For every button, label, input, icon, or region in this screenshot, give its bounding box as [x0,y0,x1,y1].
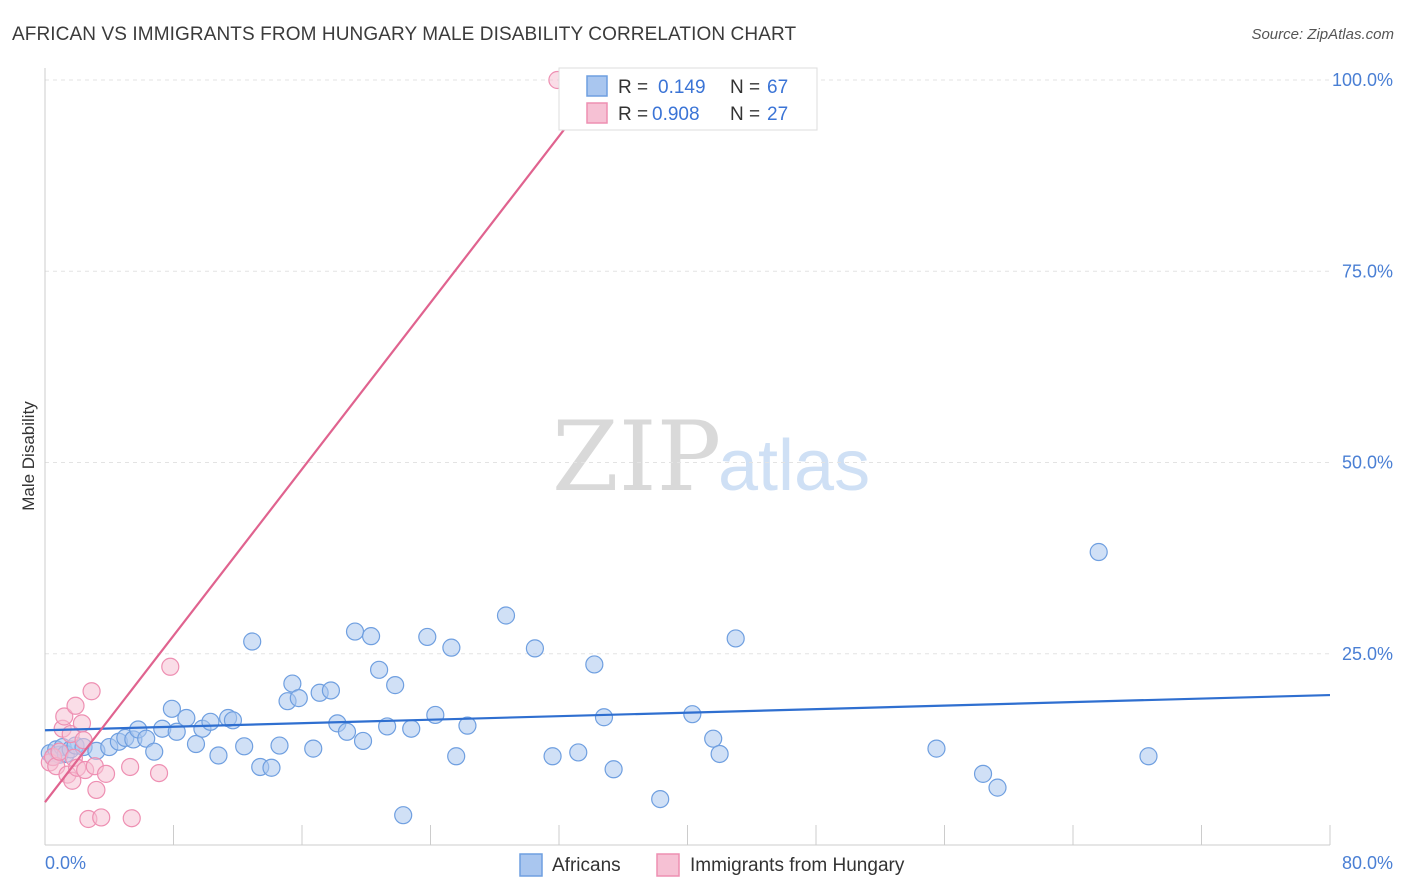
y-tick-label-1: 50.0% [1342,453,1393,473]
y-tick-label-3: 100.0% [1332,70,1393,90]
hungary-point-19 [92,808,111,827]
watermark-zip: ZIP [552,401,721,513]
africans-point-62 [704,729,723,748]
y-tick-label-2: 75.0% [1342,261,1393,281]
africans-point-58 [594,708,614,727]
legend-swatch-africans [586,75,608,97]
bottom-legend: Africans Immigrants from Hungary [519,853,905,877]
africans-point-46 [394,806,413,825]
gridlines [45,79,1330,655]
hungary-trendline [44,79,604,803]
hungary-point-24 [161,657,180,676]
hungary-point-18 [87,780,106,800]
trendlines [44,79,1331,803]
africans-point-23 [201,712,220,731]
africans-point-49 [426,705,445,725]
africans-point-61 [683,705,702,724]
africans-point-41 [353,731,373,751]
africans-point-37 [321,681,341,700]
africans-point-65 [927,739,946,758]
hungary-point-23 [149,763,169,783]
africans-point-15 [137,729,156,748]
africans-point-47 [402,719,421,738]
legend-n-label-1: N = [730,77,760,98]
legend-n-value-2: 27 [767,104,788,125]
hungary-point-5 [55,707,74,726]
africans-point-64 [726,629,745,648]
bottom-legend-label-hungary: Immigrants from Hungary [690,855,905,876]
legend-r-label-1: R = [618,77,648,98]
africans-point-45 [386,676,405,695]
africans-point-52 [458,716,477,735]
africans-point-16 [145,742,164,761]
africans-point-56 [569,743,588,762]
hungary-point-20 [96,764,116,783]
bottom-legend-label-africans: Africans [552,855,621,876]
legend-r-value-2: 0.908 [652,104,700,125]
hungary-point-16 [82,682,101,701]
africans-point-24 [209,746,228,765]
africans-trendline [44,693,1331,732]
africans-point-43 [370,660,389,679]
africans-point-40 [345,622,365,641]
x-tick-labels: 0.0% 80.0% [45,853,1393,873]
y-axis-label: Male Disability [19,401,38,511]
africans-point-44 [378,717,397,736]
africans-point-39 [337,722,357,741]
series-immigrants-from-hungary [40,70,567,829]
africans-point-57 [585,655,604,674]
legend-r-label-2: R = [618,104,648,125]
legend-n-label-2: N = [730,104,760,125]
watermark: ZIP atlas [552,401,870,513]
hungary-point-10 [66,696,85,715]
africans-point-55 [543,747,562,766]
watermark-atlas: atlas [718,426,870,506]
y-tick-labels: 25.0% 50.0% 75.0% 100.0% [1332,70,1393,664]
africans-point-35 [304,739,323,758]
legend-n-value-1: 67 [767,77,788,98]
africans-point-48 [418,627,437,647]
hungary-point-22 [122,809,141,828]
africans-point-67 [988,778,1007,797]
africans-point-69 [1139,747,1158,766]
series-africans [40,542,1158,825]
legend-r-value-1: 0.149 [658,77,706,98]
africans-point-53 [496,606,516,625]
africans-point-27 [235,737,254,756]
x-tick-label-0: 0.0% [45,853,86,873]
africans-point-34 [289,689,308,708]
chart-title: AFRICAN VS IMMIGRANTS FROM HUNGARY MALE … [12,24,796,45]
africans-point-50 [442,638,461,657]
africans-point-60 [651,789,670,809]
africans-point-42 [361,627,381,646]
y-tick-label-0: 25.0% [1342,644,1393,664]
africans-point-63 [710,744,729,764]
africans-point-30 [262,758,281,777]
axes [44,68,1331,846]
bottom-legend-swatch-africans [519,853,543,877]
africans-point-21 [186,734,206,754]
africans-point-54 [525,639,545,658]
x-tick-label-1: 80.0% [1342,853,1393,873]
chart-source: Source: ZipAtlas.com [1251,26,1394,43]
africans-point-59 [604,760,623,779]
africans-point-68 [1089,542,1108,562]
stats-legend: R = 0.149 N = 67 R = 0.908 N = 27 [558,67,818,131]
legend-swatch-hungary [586,102,608,124]
hungary-point-21 [121,757,140,777]
africans-point-66 [973,764,993,783]
africans-point-20 [177,708,196,728]
africans-point-28 [243,632,262,651]
bottom-legend-swatch-hungary [656,853,680,877]
africans-point-31 [270,736,289,755]
africans-point-51 [447,747,466,766]
africans-point-18 [162,699,181,718]
